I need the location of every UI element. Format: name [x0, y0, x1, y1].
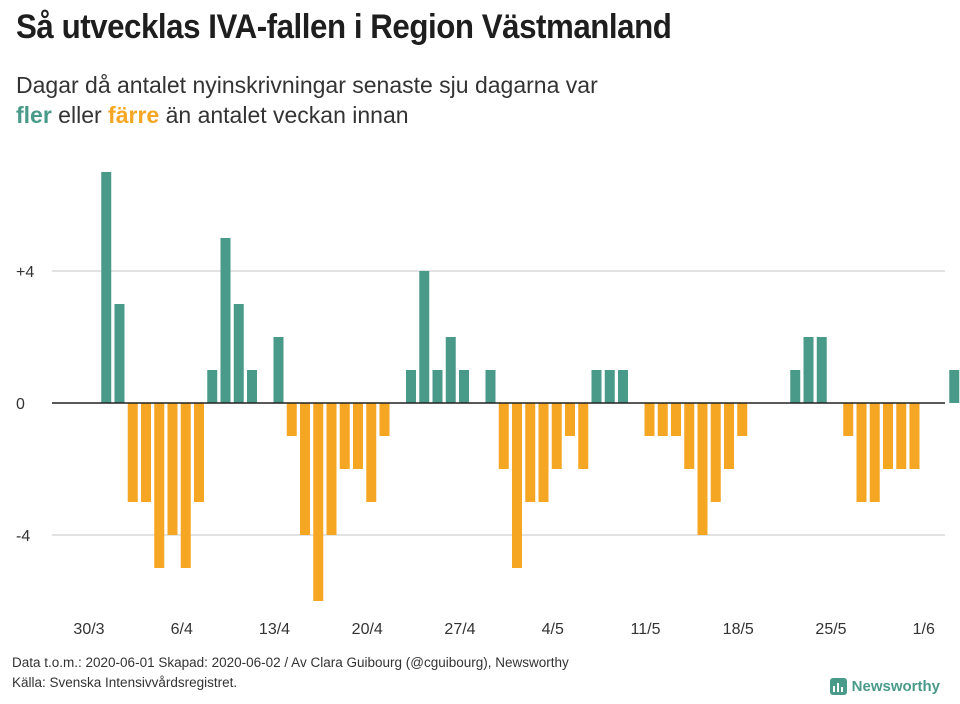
- bar: [671, 403, 681, 436]
- chart-subtitle: Dagar då antalet nyinskrivningar senaste…: [16, 70, 598, 130]
- x-tick-label: 11/5: [631, 621, 661, 638]
- bar: [512, 403, 522, 568]
- bar: [300, 403, 310, 535]
- bar: [326, 403, 337, 535]
- bar: [233, 304, 244, 403]
- legend-fewer: färre: [108, 102, 160, 128]
- bar: [697, 403, 708, 535]
- bar: [485, 370, 496, 403]
- bar: [114, 304, 125, 403]
- footer-source: Källa: Svenska Intensivvårdsregistret.: [12, 675, 238, 690]
- bar: [816, 337, 827, 403]
- bar: [154, 403, 165, 568]
- bar: [445, 337, 456, 403]
- x-tick-label: 20/4: [352, 621, 383, 638]
- subtitle-rest: än antalet veckan innan: [159, 102, 409, 128]
- bar: [790, 370, 801, 403]
- subtitle-line1: Dagar då antalet nyinskrivningar senaste…: [16, 72, 598, 98]
- bar: [406, 370, 416, 403]
- bar: [803, 337, 814, 403]
- bar: [167, 403, 178, 535]
- bar: [525, 403, 536, 502]
- bar: [220, 238, 231, 403]
- bar: [618, 370, 628, 403]
- y-tick-label: -4: [16, 528, 30, 545]
- bar: [710, 403, 721, 502]
- bar: [843, 403, 854, 436]
- bar: [737, 403, 748, 436]
- bar: [551, 403, 562, 469]
- x-tick-label: 18/5: [723, 621, 754, 638]
- bar: [949, 370, 960, 403]
- bar: [207, 370, 218, 403]
- bar: [353, 403, 363, 469]
- bar: [432, 370, 443, 403]
- bar: [286, 403, 297, 436]
- x-tick-label: 27/4: [444, 621, 475, 638]
- bar: [498, 403, 509, 469]
- x-tick-label: 6/4: [171, 621, 193, 638]
- bar: [869, 403, 880, 502]
- bar: [366, 403, 377, 502]
- bar-chart-icon: [829, 678, 847, 695]
- x-tick-label: 25/5: [815, 621, 846, 638]
- brand-logo: Newsworthy: [829, 678, 940, 695]
- bar: [856, 403, 867, 502]
- footer: Data t.o.m.: 2020-06-01 Skapad: 2020-06-…: [12, 653, 569, 693]
- bar: [247, 370, 257, 403]
- bar: [591, 370, 602, 403]
- x-tick-label: 13/4: [259, 621, 290, 638]
- bar: [419, 271, 430, 403]
- bar: [459, 370, 469, 403]
- bar: [194, 403, 204, 502]
- subtitle-or: eller: [51, 102, 109, 128]
- bar: [101, 172, 112, 403]
- x-tick-label: 4/5: [542, 621, 564, 638]
- bar: [339, 403, 350, 469]
- bar: [724, 403, 734, 469]
- y-tick-label: 0: [16, 396, 25, 413]
- bar: [565, 403, 575, 436]
- legend-more: fler: [16, 102, 52, 128]
- bar: [127, 403, 138, 502]
- bar: [313, 403, 324, 601]
- bar: [896, 403, 907, 469]
- bar: [273, 337, 284, 403]
- bar: [578, 403, 589, 469]
- bar: [644, 403, 655, 436]
- bar: [141, 403, 151, 502]
- bar: [657, 403, 668, 436]
- bar: [883, 403, 893, 469]
- bar: [684, 403, 695, 469]
- brand-name: Newsworthy: [851, 678, 940, 695]
- bar: [538, 403, 549, 502]
- bar: [379, 403, 390, 436]
- x-tick-label: 30/3: [73, 621, 104, 638]
- y-tick-label: +4: [16, 264, 34, 281]
- bar: [909, 403, 920, 469]
- x-tick-label: 1/6: [913, 621, 935, 638]
- bar: [604, 370, 615, 403]
- footer-data-note: Data t.o.m.: 2020-06-01 Skapad: 2020-06-…: [12, 655, 569, 670]
- bar: [180, 403, 191, 568]
- chart-title: Så utvecklas IVA-fallen i Region Västman…: [16, 8, 672, 46]
